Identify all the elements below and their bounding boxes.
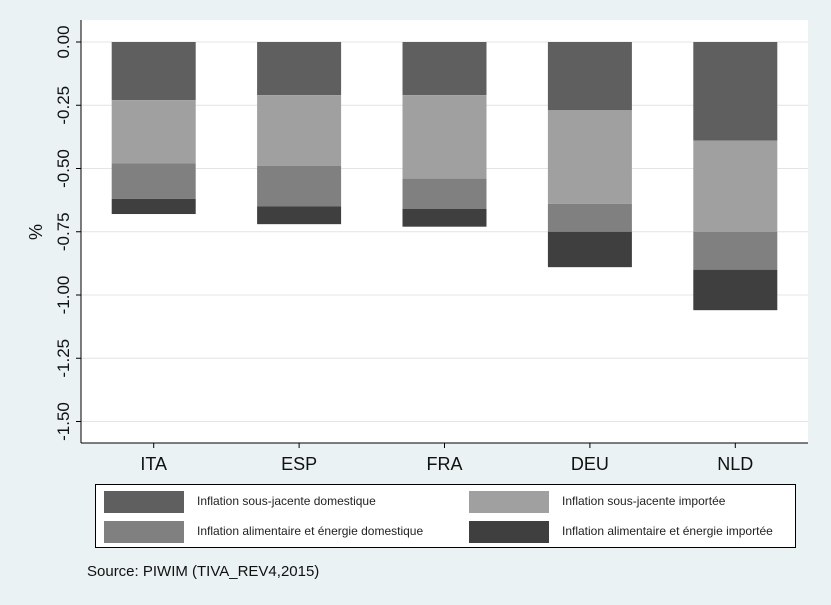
x-ticks: ITA ESP FRA DEU NLD: [140, 443, 753, 474]
legend-swatch: [104, 521, 184, 543]
bar-deu-series-3: [547, 203, 632, 232]
bar-nld-series-1: [693, 42, 778, 141]
bar-fra-series-2: [402, 95, 487, 179]
y-tick-label: 0.00: [54, 25, 73, 58]
legend: Inflation sous-jacente domestique Inflat…: [95, 484, 796, 548]
x-tick-label: FRA: [427, 454, 463, 474]
bar-deu-series-4: [547, 231, 632, 268]
y-tick-label: -0.25: [54, 86, 73, 125]
bar-esp-series-3: [257, 165, 342, 207]
bar-esp-series-2: [257, 95, 342, 166]
legend-label: Inflation sous-jacente domestique: [197, 494, 376, 508]
bar-nld-series-2: [693, 140, 778, 232]
x-tick-label: NLD: [717, 454, 753, 474]
bar-fra-series-4: [402, 208, 487, 227]
y-tick-label: -1.00: [54, 276, 73, 315]
bar-ita-series-3: [111, 163, 196, 199]
bars: [111, 42, 778, 311]
legend-swatch: [469, 521, 549, 543]
x-tick-label: ITA: [140, 454, 167, 474]
bar-deu-series-1: [547, 42, 632, 111]
legend-label: Inflation alimentaire et énergie importé…: [562, 524, 773, 538]
y-ticks: 0.00 -0.25 -0.50 -0.75 -1.00 -1.25 -1.50: [54, 25, 81, 441]
bar-nld-series-3: [693, 231, 778, 270]
legend-label: Inflation sous-jacente importée: [562, 494, 726, 508]
y-tick-label: -1.50: [54, 402, 73, 441]
bar-fra-series-3: [402, 178, 487, 209]
y-tick-label: -1.25: [54, 339, 73, 378]
y-tick-label: -0.50: [54, 149, 73, 188]
bar-ita-series-2: [111, 100, 196, 164]
bar-ita-series-4: [111, 198, 196, 215]
bar-nld-series-4: [693, 269, 778, 311]
legend-label: Inflation alimentaire et énergie domesti…: [197, 524, 424, 538]
source-note: Source: PIWIM (TIVA_REV4,2015): [87, 563, 320, 580]
bar-fra-series-1: [402, 42, 487, 96]
legend-swatch: [104, 491, 184, 513]
bar-deu-series-2: [547, 110, 632, 204]
x-tick-label: DEU: [571, 454, 609, 474]
bar-esp-series-1: [257, 42, 342, 96]
legend-swatch: [469, 491, 549, 513]
y-axis-label: %: [26, 224, 46, 240]
bar-esp-series-4: [257, 206, 342, 225]
x-tick-label: ESP: [281, 454, 317, 474]
bar-ita-series-1: [111, 42, 196, 101]
y-tick-label: -0.75: [54, 212, 73, 251]
